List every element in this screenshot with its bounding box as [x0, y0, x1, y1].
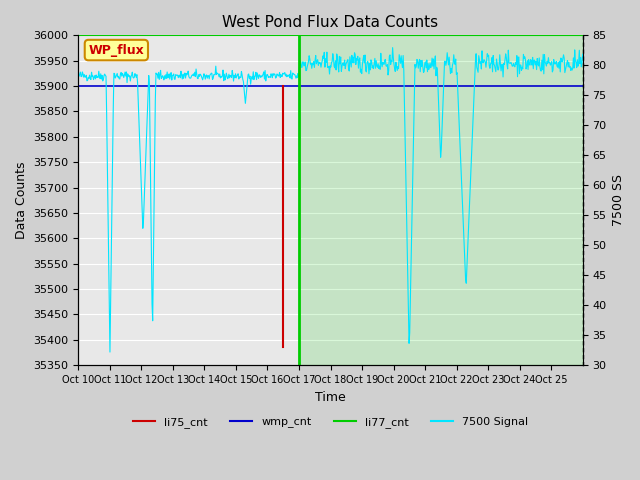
Text: WP_flux: WP_flux	[88, 44, 144, 57]
Legend: li75_cnt, wmp_cnt, li77_cnt, 7500 Signal: li75_cnt, wmp_cnt, li77_cnt, 7500 Signal	[129, 412, 532, 432]
Y-axis label: Data Counts: Data Counts	[15, 162, 28, 239]
Bar	[299, 36, 582, 365]
Title: West Pond Flux Data Counts: West Pond Flux Data Counts	[223, 15, 438, 30]
Y-axis label: 7500 SS: 7500 SS	[612, 174, 625, 226]
X-axis label: Time: Time	[315, 391, 346, 404]
